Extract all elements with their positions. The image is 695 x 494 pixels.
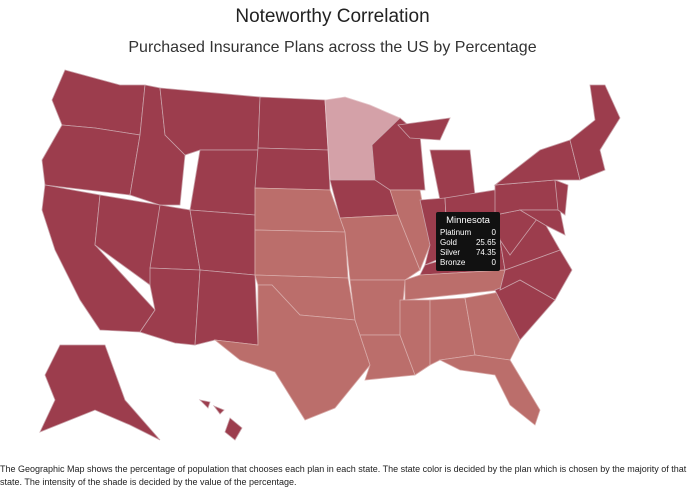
tooltip-label: Gold [440, 238, 457, 247]
state [554, 179, 569, 216]
us-map [39, 69, 621, 441]
state [389, 189, 431, 272]
state [189, 149, 259, 216]
title: Noteworthy Correlation [235, 6, 430, 27]
tooltip-value: 25.65 [475, 238, 496, 247]
state [254, 187, 346, 233]
state [213, 284, 371, 421]
tooltip-row: Silver 74.35 [440, 248, 496, 258]
state [359, 334, 416, 381]
state [569, 84, 621, 181]
state [159, 87, 261, 156]
tooltip: Minnesota Platinum 0 Gold 25.65 Silver 74.35 B… [436, 212, 500, 271]
state [41, 124, 141, 196]
tooltip-state: Minnesota [446, 215, 490, 226]
subtitle: Purchased Insurance Plans across the US … [128, 39, 537, 56]
tooltip-row: Bronze 0 [440, 258, 496, 268]
tooltip-value: 74.35 [475, 248, 496, 257]
state [198, 399, 211, 409]
state [438, 354, 541, 426]
tooltip-label: Platinum [440, 228, 472, 237]
tooltip-rows: Platinum 0 Gold 25.65 Silver 74.35 Bronze 0 [440, 228, 496, 268]
state [429, 149, 476, 201]
state [349, 279, 406, 336]
state [257, 96, 329, 151]
tooltip-value: 0 [491, 258, 496, 267]
state [254, 229, 349, 279]
state [212, 405, 225, 415]
states [39, 69, 621, 441]
tooltip-value: 0 [491, 228, 496, 237]
state [397, 117, 451, 141]
caption: The Geographic Map shows the percentage … [0, 464, 687, 487]
tooltip-row: Gold 25.65 [440, 238, 496, 248]
tooltip-row: Platinum 0 [440, 228, 496, 238]
state [189, 209, 256, 276]
tooltip-label: Bronze [440, 258, 466, 267]
state [518, 209, 566, 236]
tooltip-label: Silver [440, 248, 461, 257]
state [254, 147, 331, 191]
state [194, 269, 259, 346]
state [39, 344, 161, 441]
state [493, 139, 581, 186]
state [224, 417, 243, 441]
state [399, 299, 431, 376]
